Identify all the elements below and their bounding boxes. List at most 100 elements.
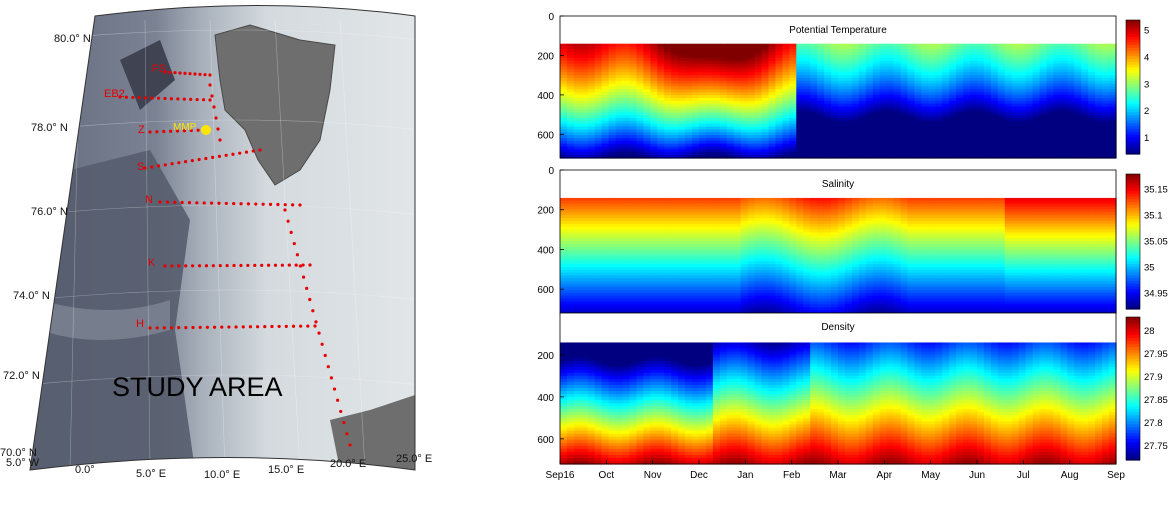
station-dot bbox=[210, 202, 213, 205]
station-dot bbox=[263, 325, 266, 328]
station-dot bbox=[296, 253, 299, 256]
station-dot bbox=[169, 130, 172, 133]
station-dot bbox=[260, 264, 263, 267]
station-dot bbox=[148, 326, 151, 329]
y-tick-label: 200 bbox=[537, 51, 554, 62]
panel-title: Potential Temperature bbox=[789, 25, 887, 36]
station-dot bbox=[184, 264, 187, 267]
station-dot bbox=[199, 326, 202, 329]
station-dot bbox=[177, 326, 180, 329]
mooring-marker[interactable] bbox=[201, 125, 211, 135]
station-dot bbox=[138, 96, 141, 99]
colorbar-tick-label: 5 bbox=[1144, 26, 1149, 37]
station-dot bbox=[173, 71, 176, 74]
station-dot bbox=[232, 264, 235, 267]
lon-label-0: 0.0° bbox=[75, 464, 95, 476]
station-dot bbox=[193, 72, 196, 75]
station-dot bbox=[155, 130, 158, 133]
station-dot bbox=[270, 325, 273, 328]
station-dot bbox=[181, 201, 184, 204]
station-dot bbox=[191, 159, 194, 162]
station-dot bbox=[274, 264, 277, 267]
station-dot bbox=[178, 71, 181, 74]
station-dot bbox=[210, 94, 213, 97]
station-dot bbox=[163, 326, 166, 329]
station-dot bbox=[176, 97, 179, 100]
station-dot bbox=[253, 264, 256, 267]
station-dot bbox=[170, 162, 173, 165]
study-area-map: MMP FS EB2 Z S N K H 80.0° N 78.0° N 76.… bbox=[0, 0, 445, 500]
station-dot bbox=[232, 202, 235, 205]
station-dot bbox=[249, 325, 252, 328]
station-dot bbox=[245, 151, 248, 154]
lon-label-20e: 20.0° E bbox=[330, 458, 366, 470]
station-dot bbox=[212, 105, 215, 108]
station-dot bbox=[292, 325, 295, 328]
station-dot bbox=[162, 130, 165, 133]
station-dot bbox=[281, 264, 284, 267]
station-dot bbox=[285, 325, 288, 328]
lon-label-15e: 15.0° E bbox=[268, 464, 304, 476]
station-dot bbox=[324, 354, 327, 357]
station-dot bbox=[252, 149, 255, 152]
station-dot bbox=[314, 320, 317, 323]
lat-label-74: 74.0° N bbox=[13, 290, 50, 302]
station-dot bbox=[291, 203, 294, 206]
lon-label-5e: 5.0° E bbox=[136, 468, 166, 480]
station-dot bbox=[267, 264, 270, 267]
station-dot bbox=[191, 326, 194, 329]
station-dot bbox=[242, 325, 245, 328]
station-dot bbox=[225, 154, 228, 157]
station-dot bbox=[170, 264, 173, 267]
station-dot bbox=[170, 97, 173, 100]
station-dot bbox=[308, 298, 311, 301]
station-dot bbox=[168, 71, 171, 74]
station-dot bbox=[321, 343, 324, 346]
station-dot bbox=[227, 325, 230, 328]
station-dot bbox=[184, 326, 187, 329]
lon-label-10e: 10.0° E bbox=[204, 469, 240, 481]
station-dot bbox=[302, 276, 305, 279]
station-dot bbox=[254, 202, 257, 205]
station-dot bbox=[173, 201, 176, 204]
section-label-z: Z bbox=[138, 124, 145, 136]
station-dot bbox=[234, 325, 237, 328]
colorbar-tick-label: 1 bbox=[1144, 133, 1149, 144]
station-dot bbox=[288, 264, 291, 267]
station-dot bbox=[202, 98, 205, 101]
section-label-h: H bbox=[136, 318, 144, 330]
station-dot bbox=[276, 203, 279, 206]
station-dot bbox=[148, 130, 151, 133]
station-dot bbox=[327, 365, 330, 368]
station-dot bbox=[298, 203, 301, 206]
section-label-fs: FS bbox=[152, 63, 166, 75]
station-dot bbox=[317, 331, 320, 334]
station-dot bbox=[286, 220, 289, 223]
station-dot bbox=[164, 163, 167, 166]
lat-label-78: 78.0° N bbox=[31, 122, 68, 134]
station-dot bbox=[238, 152, 241, 155]
study-area-label: STUDY AREA bbox=[112, 372, 283, 402]
station-dot bbox=[220, 326, 223, 329]
station-dot bbox=[239, 202, 242, 205]
station-dot bbox=[166, 201, 169, 204]
station-dot bbox=[213, 326, 216, 329]
station-dot bbox=[198, 73, 201, 76]
station-dot bbox=[284, 203, 287, 206]
station-dot bbox=[214, 116, 217, 119]
station-dot bbox=[313, 324, 316, 327]
station-dot bbox=[212, 264, 215, 267]
station-dot bbox=[262, 203, 265, 206]
station-dot bbox=[195, 201, 198, 204]
station-dot bbox=[239, 264, 242, 267]
station-dot bbox=[131, 96, 134, 99]
colorbar-tick-label: 2 bbox=[1144, 106, 1149, 117]
station-dot bbox=[198, 158, 201, 161]
station-dot bbox=[308, 263, 311, 266]
station-dot bbox=[197, 129, 200, 132]
station-dot bbox=[150, 165, 153, 168]
